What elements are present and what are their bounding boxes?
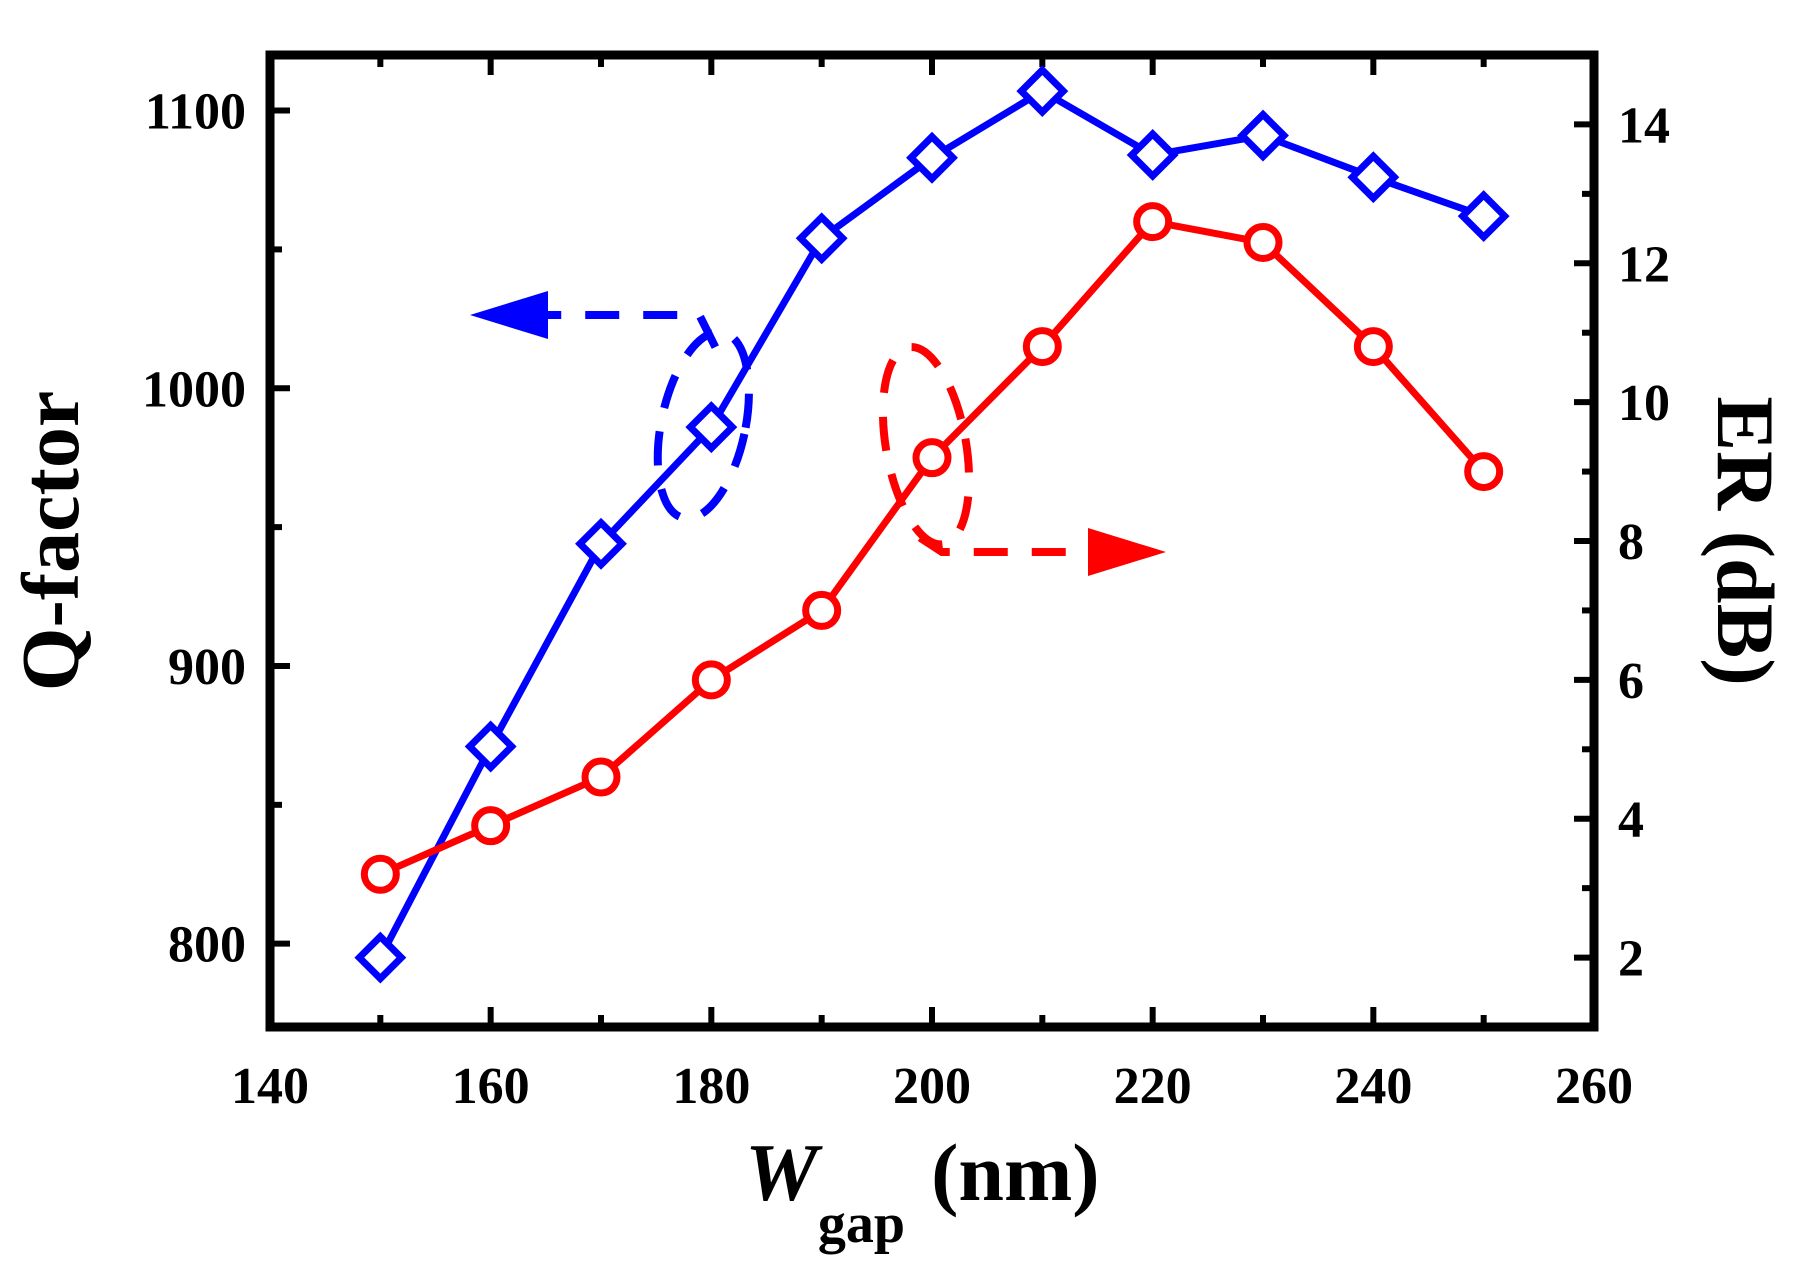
data-point-er [1353, 327, 1393, 367]
series-markers [354, 65, 1510, 984]
y-tick-label: 800 [168, 917, 246, 974]
x-axis-title: Wgap (nm) [745, 1127, 1100, 1255]
x-tick-label: 260 [1555, 1058, 1633, 1115]
data-point-q-factor [1347, 151, 1400, 204]
y-axis-title: Q-factor [5, 391, 96, 692]
plot-frame [265, 50, 1599, 1032]
data-point-q-factor [354, 931, 407, 984]
annotation-arrowhead-er [1088, 528, 1166, 576]
x-axis-title-main: W [745, 1127, 823, 1218]
y-tick-label: 900 [168, 639, 246, 696]
annotation-ellipse-qfactor [653, 327, 753, 523]
x-axis-title-subscript: gap [818, 1193, 905, 1255]
y2-tick-label: 4 [1618, 792, 1644, 849]
data-point-q-factor [1126, 129, 1179, 181]
y-tick-label: 1100 [145, 84, 246, 141]
data-point-q-factor [795, 212, 848, 265]
data-point-er [1243, 222, 1283, 262]
data-point-er [802, 590, 842, 630]
series-lines [377, 87, 1487, 960]
data-point-q-factor [685, 401, 738, 454]
data-point-er [1464, 452, 1504, 492]
data-point-er [1022, 327, 1062, 367]
annotation-arrow-er-line [917, 534, 1090, 556]
data-point-er [360, 854, 400, 894]
data-point-q-factor [575, 517, 627, 570]
y2-axis-title: ER (dB) [1700, 396, 1791, 685]
data-point-er [691, 660, 731, 700]
x-axis-title-unit: (nm) [931, 1127, 1100, 1218]
y-tick-label: 1000 [142, 361, 246, 418]
data-point-q-factor [1237, 109, 1289, 162]
annotation-arrowhead-qfactor [470, 291, 548, 339]
x-tick-label: 140 [231, 1058, 309, 1115]
y2-tick-label: 2 [1618, 931, 1644, 988]
tick-labels: 140 160 180 200 220 240 260 800 900 1000 1100 2 4 6 8 1… [142, 84, 1670, 1115]
x-tick-label: 180 [672, 1058, 750, 1115]
data-point-q-factor [906, 131, 958, 184]
annotation-ellipse-er [878, 342, 974, 549]
x-tick-label: 220 [1114, 1058, 1192, 1115]
data-point-er [471, 806, 511, 846]
y2-tick-label: 12 [1618, 236, 1670, 293]
series-line-q-factor [377, 87, 1485, 960]
x-tick-label: 240 [1334, 1058, 1412, 1115]
y2-tick-label: 6 [1618, 653, 1644, 710]
x-tick-label: 160 [452, 1058, 530, 1115]
annotation-arrow-qfactor-line [530, 311, 719, 349]
annotations [470, 291, 1166, 576]
data-point-er [581, 757, 621, 797]
data-point-er [912, 438, 952, 478]
data-point-q-factor [464, 720, 517, 773]
y2-tick-label: 10 [1618, 375, 1670, 432]
y2-tick-label: 8 [1618, 514, 1644, 571]
data-point-q-factor [1016, 65, 1069, 118]
x-tick-label: 200 [893, 1058, 971, 1115]
data-point-er [1133, 202, 1173, 242]
data-point-q-factor [1457, 190, 1510, 243]
y2-tick-label: 14 [1618, 97, 1670, 154]
